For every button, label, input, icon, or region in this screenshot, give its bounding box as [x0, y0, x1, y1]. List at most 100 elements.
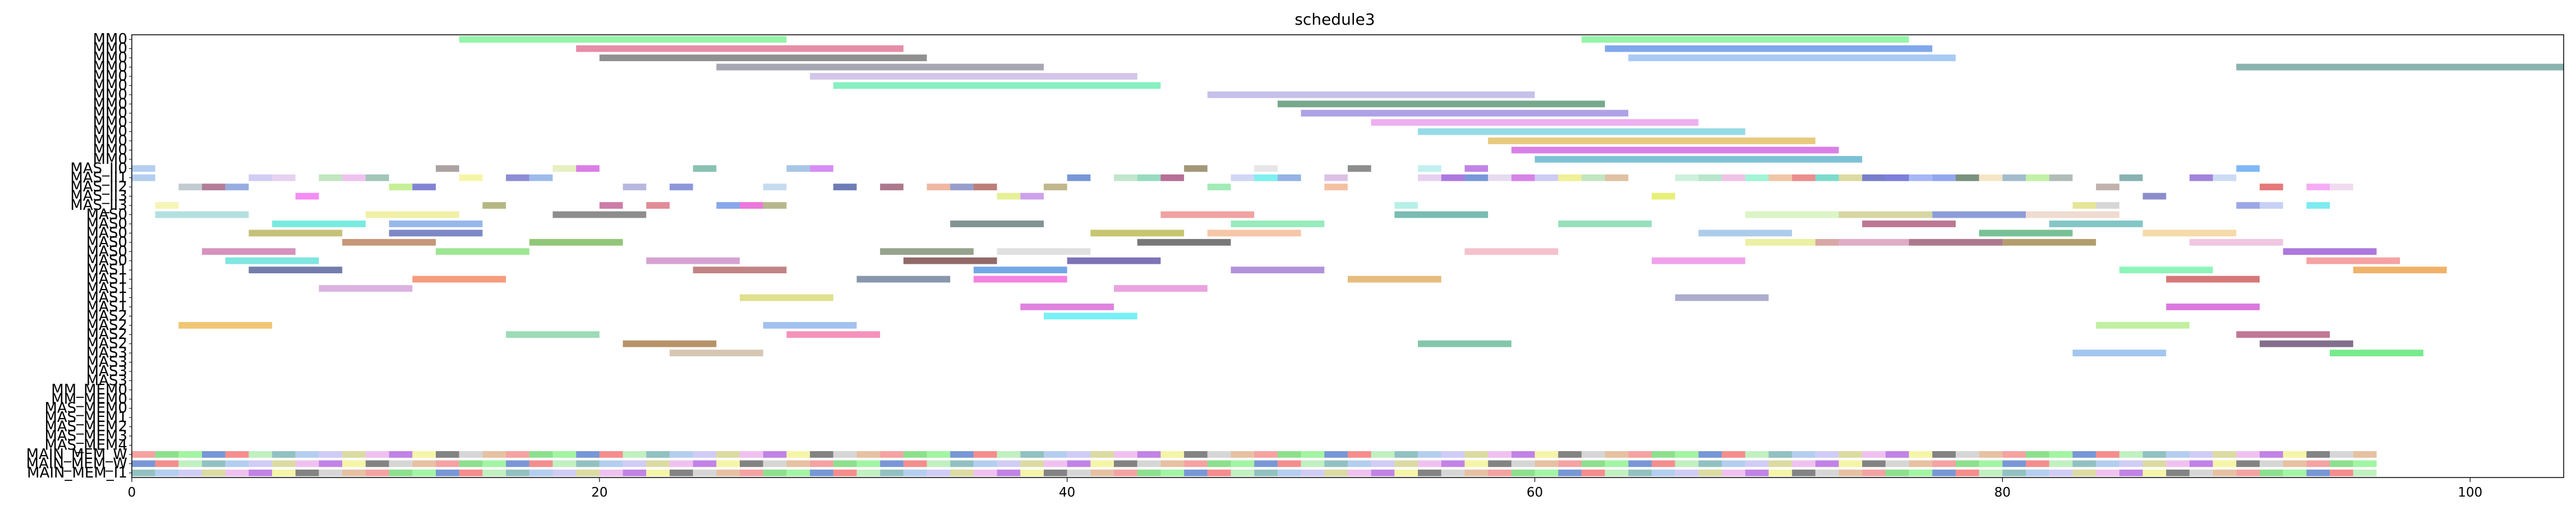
task-bar [2142, 192, 2167, 200]
memory-cell [2072, 460, 2096, 467]
task-bar [459, 36, 787, 43]
task-bar [1277, 174, 1301, 181]
memory-cell [599, 460, 623, 467]
memory-cell [225, 460, 249, 467]
task-bar [763, 183, 787, 191]
task-bar [1114, 285, 1208, 292]
memory-cell [1441, 451, 1465, 458]
task-bar [1137, 238, 1231, 246]
task-bar [155, 211, 249, 218]
task-bar [1558, 174, 1582, 181]
y-tick-label: MAS3 [86, 372, 127, 389]
memory-cell [1371, 469, 1395, 476]
task-bar [2236, 202, 2260, 209]
memory-cell [1956, 469, 1979, 476]
memory-cell [927, 451, 951, 458]
task-bar [1862, 174, 1886, 181]
memory-cell [763, 451, 787, 458]
memory-cell [1932, 451, 1956, 458]
task-bar [319, 174, 343, 181]
memory-cell [506, 460, 529, 467]
memory-cell [1207, 460, 1231, 467]
task-bar [1652, 257, 1745, 264]
task-bar [1254, 174, 1278, 181]
task-bar [1675, 294, 1769, 301]
memory-cell [1838, 451, 1863, 458]
memory-cell [997, 469, 1021, 476]
memory-cell [786, 451, 810, 458]
memory-cell [1558, 460, 1582, 467]
memory-cell [856, 451, 881, 458]
task-bar [786, 165, 810, 172]
y-tick-label: MM_MEM0 [51, 391, 127, 407]
x-tick-label: 80 [1994, 485, 2011, 500]
memory-cell [342, 469, 366, 476]
task-bar [973, 276, 1067, 283]
memory-cell [1137, 460, 1161, 467]
task-bar [319, 285, 413, 292]
memory-cell [1348, 451, 1371, 458]
task-bar [1441, 174, 1465, 181]
memory-cell [2283, 460, 2307, 467]
memory-cell [1090, 460, 1114, 467]
task-bar [1675, 174, 1699, 181]
memory-cell [2260, 469, 2283, 476]
memory-cell [1862, 460, 1886, 467]
task-bar [2189, 174, 2213, 181]
memory-cell [1534, 460, 1559, 467]
task-bar [202, 248, 296, 255]
memory-cell [1932, 460, 1956, 467]
memory-cell [1979, 469, 2003, 476]
task-bar [2002, 174, 2026, 181]
task-bar [1979, 174, 2003, 181]
memory-cell [1137, 469, 1161, 476]
task-bar [2096, 202, 2119, 209]
task-bar [973, 183, 997, 191]
memory-cell [2236, 460, 2260, 467]
memory-cell [2119, 460, 2143, 467]
memory-cell [1534, 451, 1559, 458]
task-bar [740, 294, 833, 301]
memory-cell [1301, 469, 1325, 476]
task-bar [880, 183, 904, 191]
memory-cell [1207, 469, 1231, 476]
task-bar [1511, 146, 1839, 154]
task-bar [1277, 100, 1605, 108]
task-bar [1067, 257, 1161, 264]
memory-cell [202, 469, 225, 476]
memory-cell [1675, 469, 1699, 476]
task-bar [1114, 174, 1137, 181]
memory-cell [2213, 451, 2237, 458]
memory-cell [155, 451, 179, 458]
memory-cell [1394, 460, 1418, 467]
task-bar [646, 202, 670, 209]
memory-cell [1114, 469, 1137, 476]
memory-cell [1160, 460, 1185, 467]
task-bar [1044, 183, 1067, 191]
memory-cell [1628, 451, 1652, 458]
memory-cell [436, 451, 459, 458]
memory-cell [1464, 469, 1489, 476]
task-bar [178, 183, 202, 191]
memory-cell [459, 469, 483, 476]
memory-cell [1885, 451, 1909, 458]
task-bar [225, 183, 249, 191]
task-bar [132, 165, 155, 172]
memory-cell [1301, 451, 1325, 458]
y-tick-label: MAS0 [86, 206, 127, 223]
memory-cell [529, 451, 553, 458]
y-tick-label: MAIN_MEM_I1 [27, 465, 127, 481]
task-bar [1418, 174, 1441, 181]
memory-cell [973, 451, 997, 458]
task-bar [1885, 174, 1909, 181]
memory-cell [1044, 460, 1067, 467]
task-bar [506, 174, 529, 181]
memory-cell [2049, 451, 2073, 458]
task-bar [1792, 174, 1815, 181]
y-tick-label: MAS_II1 [70, 169, 127, 186]
memory-cell [1979, 451, 2003, 458]
memory-cell [786, 460, 810, 467]
memory-cell [599, 451, 623, 458]
memory-cell [1090, 451, 1114, 458]
task-bar [1488, 137, 1815, 144]
